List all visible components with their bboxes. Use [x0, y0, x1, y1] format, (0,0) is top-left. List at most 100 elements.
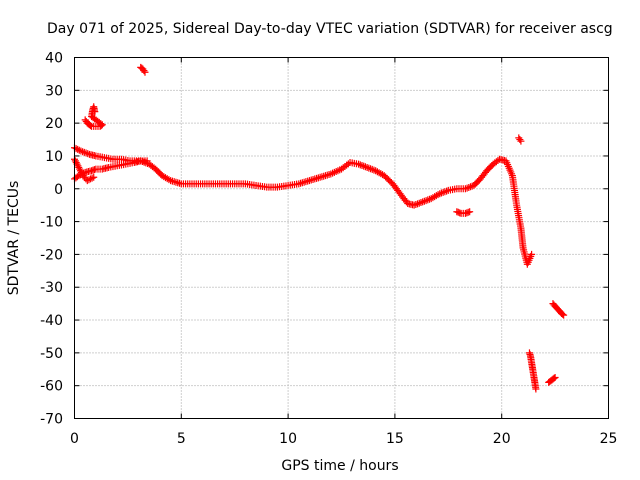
data-point [75, 146, 83, 154]
plot-frame [74, 57, 609, 419]
y-tick-label: -10 [40, 215, 63, 231]
data-point [414, 200, 422, 208]
data-point [367, 165, 375, 173]
data-point [75, 163, 83, 171]
y-tick-label: 30 [45, 83, 63, 99]
data-point [143, 157, 151, 165]
data-point [141, 68, 149, 76]
data-point [91, 108, 99, 116]
data-point [72, 145, 80, 153]
data-point [466, 208, 474, 216]
y-tick-label: 0 [54, 182, 63, 198]
series [81, 103, 106, 130]
data-point [356, 161, 364, 169]
data-point [74, 162, 82, 170]
data-point [551, 373, 559, 381]
data-point [77, 168, 85, 176]
data-point [90, 173, 98, 181]
data-point [87, 122, 95, 130]
data-point [439, 188, 447, 196]
data-point [528, 250, 536, 258]
data-point [426, 195, 434, 203]
x-tick-label: 15 [386, 431, 404, 447]
x-tick-label: 0 [70, 431, 79, 447]
data-point [87, 175, 95, 183]
x-tick-label: 5 [177, 431, 186, 447]
data-point [358, 161, 366, 169]
x-tick-label: 25 [600, 431, 618, 447]
data-point [344, 160, 352, 168]
data-point [82, 149, 90, 157]
data-point [560, 311, 568, 319]
series [545, 373, 559, 386]
y-tick-label: -20 [40, 247, 63, 263]
data-point [434, 191, 442, 199]
data-point [79, 148, 87, 156]
y-tick-label: -60 [40, 379, 63, 395]
data-points [71, 63, 568, 393]
y-tick-label: 10 [45, 149, 63, 165]
data-point [417, 199, 425, 207]
series [137, 63, 149, 76]
data-point [516, 136, 524, 144]
axis-ticks: 40 30 20 10 0 -10 -20 -30 -40 -50 -60 -70 0 5 10 15 20 25 [40, 51, 617, 448]
data-point [140, 158, 148, 166]
data-point [559, 310, 567, 318]
data-point [443, 187, 451, 195]
data-point [361, 163, 369, 171]
y-tick-label: 20 [45, 116, 63, 132]
data-point [436, 190, 444, 198]
series [515, 134, 525, 145]
y-tick-label: -30 [40, 280, 63, 296]
data-point [76, 167, 84, 175]
data-point [76, 165, 84, 173]
x-tick-label: 20 [493, 431, 511, 447]
y-tick-label: 40 [45, 51, 63, 67]
data-point [83, 177, 91, 185]
data-point [410, 201, 418, 209]
data-point [517, 137, 525, 145]
data-point [368, 165, 376, 173]
x-axis-label: GPS time / hours [281, 458, 398, 474]
data-point [412, 201, 420, 209]
data-point [88, 174, 96, 182]
data-point [550, 374, 558, 382]
y-tick-label: -50 [40, 346, 63, 362]
data-point [355, 160, 363, 168]
data-point [140, 67, 148, 75]
data-point [461, 185, 469, 193]
data-point [467, 183, 475, 191]
data-point [437, 189, 445, 197]
data-point [74, 145, 82, 153]
data-point [365, 164, 373, 172]
y-tick-label: -70 [40, 412, 63, 428]
y-tick-label: -40 [40, 313, 63, 329]
data-point [463, 184, 471, 192]
data-point [363, 163, 371, 171]
data-point [80, 148, 88, 156]
data-point [72, 159, 80, 167]
chart-title: Day 071 of 2025, Sidereal Day-to-day VTE… [47, 21, 613, 37]
data-point [71, 157, 79, 165]
data-point [420, 197, 428, 205]
series [453, 208, 474, 217]
data-point [165, 176, 173, 184]
data-point [465, 183, 473, 191]
data-point [532, 385, 540, 393]
x-tick-label: 10 [279, 431, 297, 447]
y-axis-label: SDTVAR / TECUs [6, 181, 22, 296]
data-point [422, 197, 430, 205]
series [71, 155, 98, 185]
data-point [360, 162, 368, 170]
series [549, 300, 568, 319]
data-point [441, 188, 449, 196]
data-point [370, 166, 378, 174]
series [525, 349, 540, 393]
data-point [84, 150, 92, 158]
data-point [77, 147, 85, 155]
data-point [419, 198, 427, 206]
data-point [85, 176, 93, 184]
data-point [415, 199, 423, 207]
series [71, 144, 151, 165]
